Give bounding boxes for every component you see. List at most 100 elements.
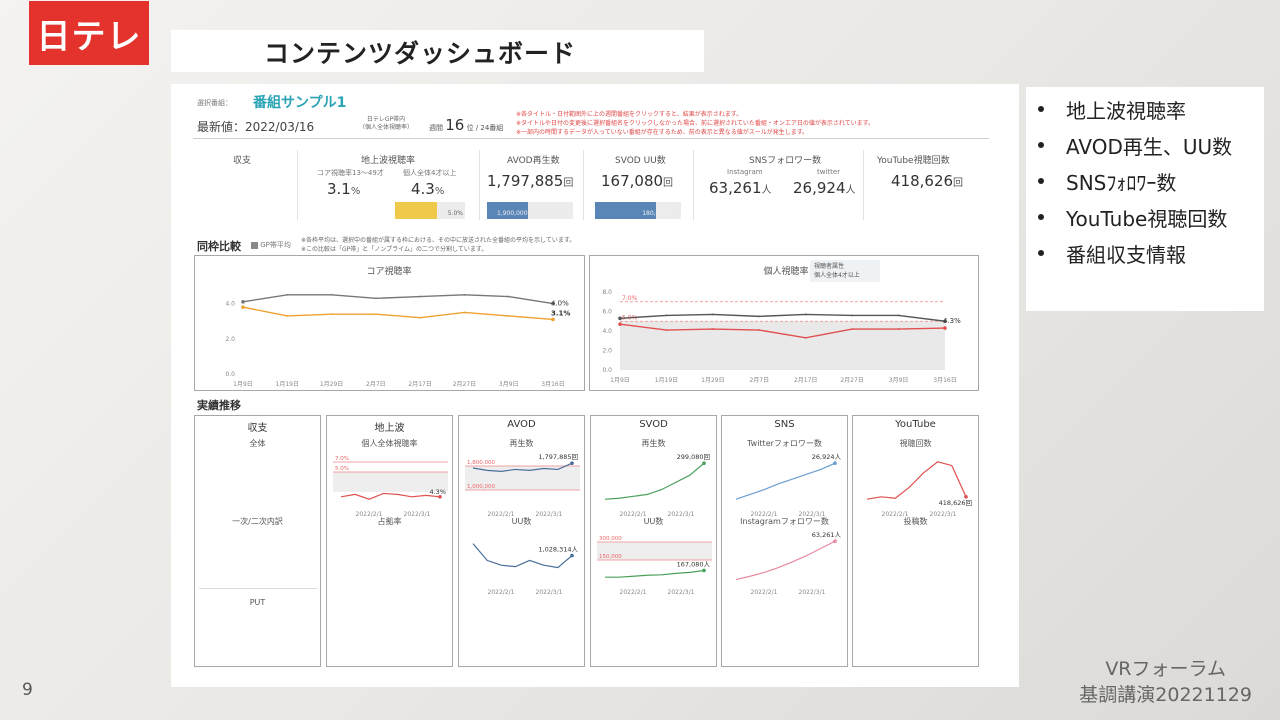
data-point [804, 336, 807, 339]
trend-date-label: 2022/2/1 [488, 589, 515, 596]
trend-subtitle-sns: Twitterフォロワー数 [747, 439, 822, 448]
forum-caption: VRフォーラム 基調講演20221129 [1079, 656, 1252, 708]
kpi-svod-bar: 180,000 [595, 202, 681, 219]
x-tick-label: 3月9日 [889, 377, 909, 384]
trend-line [604, 462, 705, 500]
income-breakdown-label: 一次/二次内訳 [232, 517, 283, 526]
kpi-svod-bar-label: 180,000 [642, 210, 667, 217]
data-point [419, 316, 422, 319]
kpi-separator [297, 150, 298, 220]
twitter-follower-trend-chart: 26,924人 2022/2/1 2022/3/1 [735, 453, 842, 518]
data-point [551, 301, 555, 306]
data-point [507, 295, 510, 298]
terrestrial-share-label: 占拠率 [377, 517, 402, 526]
x-tick-label: 1月9日 [233, 381, 253, 388]
end-value-label: 3.1% [551, 309, 570, 317]
trend-end-point [964, 495, 968, 499]
select-label: 選択番組： [197, 99, 232, 107]
data-point [286, 315, 289, 317]
trend-line [472, 462, 573, 472]
reference-band [333, 472, 448, 492]
svod-play-trend-chart: 299,080回 2022/2/1 2022/3/1 [604, 453, 710, 518]
rank-caption-2: （個人全体視聴率） [359, 124, 414, 131]
data-point [241, 305, 245, 309]
avod-uu-trend-chart: 1,028,314人 2022/2/1 2022/3/1 [472, 543, 578, 596]
feature-label: SNSﾌｫﾛﾜｰ数 [1066, 170, 1177, 195]
legend-swatch [251, 241, 258, 249]
data-point [330, 293, 333, 296]
bullet-icon [1038, 178, 1044, 184]
income-divider [199, 588, 317, 589]
feature-label: 地上波視聴率 [1066, 98, 1186, 123]
trend-line [340, 492, 441, 500]
instagram-follower-trend-chart: 63,261人 2022/2/1 2022/3/1 [735, 531, 841, 596]
trend-end-point [438, 495, 442, 499]
y-tick-label: 4.0 [602, 328, 612, 335]
data-point [507, 315, 510, 317]
core-rating-chart: コア視聴率 0.0 2.0 4.0 1月9日 1月19日 1月29日 2月7日 2月17日 2月2… [225, 265, 570, 388]
y-tick-label: 6.0 [602, 309, 612, 316]
x-tick-label: 3月16日 [933, 377, 956, 384]
x-tick-label: 1月19日 [655, 377, 678, 384]
legend-line-2: 個人全体4才以上 [814, 271, 860, 279]
data-point [758, 315, 761, 318]
kpi-core-label: コア視聴率13〜49才 [317, 169, 384, 177]
trend-subtitle-svod: 再生数 [641, 439, 666, 448]
trend-end-point [833, 461, 837, 465]
x-tick-label: 3月9日 [499, 381, 519, 388]
trend-date-label: 2022/3/1 [404, 511, 431, 518]
end-value-label: 4.3% [943, 317, 961, 325]
rank-prefix: 週間 [429, 124, 443, 132]
kpi-twitter-value: 26,924人 [793, 179, 856, 197]
legend-line-1: 視聴者属性 [814, 262, 844, 270]
income-put-label: PUT [249, 598, 266, 607]
data-point [618, 322, 622, 326]
bullet-icon [1038, 214, 1044, 220]
y-tick-label: 2.0 [602, 348, 612, 355]
trend-date-label: 2022/2/1 [751, 589, 778, 596]
kpi-svod-label: SVOD UU数 [615, 156, 666, 166]
feature-item: AVOD再生、UU数 [1038, 127, 1264, 163]
data-point [804, 313, 807, 316]
feature-label: AVOD再生、UU数 [1066, 134, 1233, 159]
trend-date-label: 2022/3/1 [799, 511, 826, 518]
data-point [618, 316, 622, 321]
trend-line [735, 462, 836, 500]
trend-date-label: 2022/3/1 [536, 589, 563, 596]
kpi-separator [693, 150, 694, 220]
y-tick-label: 8.0 [602, 289, 612, 296]
kpi-terrestrial-bar: 5.0% [395, 202, 465, 219]
kpi-svod-bar-fill [595, 202, 657, 219]
trend-line [472, 543, 573, 569]
dashboard-screenshot: 選択番組： 番組サンプル1 最新値：2022/03/16 日テレGP帯内 （個人… [171, 84, 1019, 687]
trend-title-income: 収支 [247, 423, 268, 434]
trend-date-label: 2022/3/1 [536, 511, 563, 518]
x-tick-label: 2月17日 [408, 381, 431, 388]
legend-box [810, 260, 880, 282]
kpi-instagram-value: 63,261人 [709, 179, 772, 197]
trend-line [735, 540, 836, 581]
trend-title-terrestrial: 地上波 [374, 423, 405, 434]
comparison-title: 同枠比較 [197, 240, 241, 253]
trend-end-point [833, 539, 837, 543]
reference-label: 1,000,000 [467, 484, 495, 490]
trend-subtitle-avod: 再生数 [509, 439, 534, 448]
weekly-rank: 週間 16 位 / 24番組 [429, 116, 503, 134]
program-name[interactable]: 番組サンプル1 [253, 95, 347, 111]
ntv-logo: 日テレ [29, 1, 149, 65]
data-point [943, 319, 947, 324]
trend-title-youtube: YouTube [895, 419, 936, 430]
latest-label: 最新値： [197, 120, 246, 134]
x-tick-label: 1月19日 [276, 381, 299, 388]
trend-end-label: 26,924人 [812, 453, 842, 461]
x-tick-label: 2月7日 [749, 377, 769, 384]
feature-item: 地上波視聴率 [1038, 91, 1264, 127]
trend-date-label: 2022/3/1 [668, 511, 695, 518]
comparison-legend: GP帯平均 [251, 240, 291, 250]
trend-line [866, 461, 967, 500]
reference-label: 7.0% [335, 456, 349, 462]
data-point [286, 293, 289, 296]
header-notes: ※各タイトル・日付範囲外に上の週間番組をクリックすると、結果が表示されます。 ※… [516, 110, 874, 137]
trend-end-label: 1,797,885回 [538, 453, 578, 461]
